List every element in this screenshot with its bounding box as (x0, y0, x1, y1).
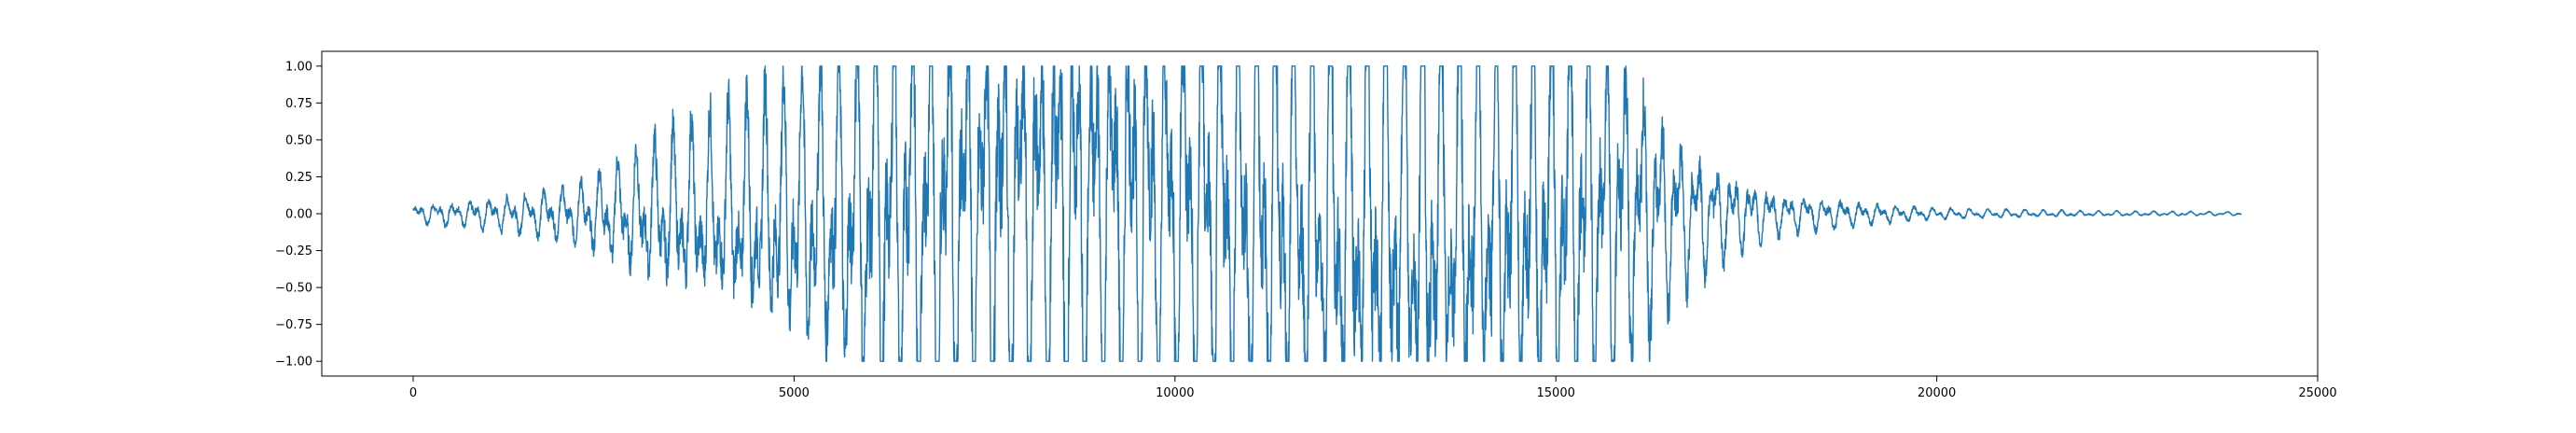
plot-area (412, 65, 2242, 362)
y-tick-label: 1.00 (285, 60, 312, 74)
x-tick-label: 25000 (2298, 386, 2336, 400)
x-tick-label: 10000 (1156, 386, 1194, 400)
waveform-series-line (412, 65, 2242, 362)
x-tick-label: 15000 (1537, 386, 1575, 400)
x-tick-label: 5000 (779, 386, 810, 400)
y-tick-label: −0.75 (275, 318, 312, 332)
x-tick-label: 0 (409, 386, 417, 400)
y-tick-label: 0.25 (285, 171, 312, 185)
x-axis: 0 5000 10000 15000 20000 25000 (409, 376, 2337, 400)
y-tick-label: 0.50 (285, 133, 312, 147)
y-tick-label: 0.00 (285, 208, 312, 222)
y-tick-label: −0.25 (275, 244, 312, 258)
y-axis: −1.00 −0.75 −0.50 −0.25 0.00 0.25 0.50 0.75 1.00 (275, 60, 322, 370)
y-tick-label: −1.00 (275, 356, 312, 370)
x-tick-label: 20000 (1918, 386, 1956, 400)
y-tick-label: 0.75 (285, 97, 312, 111)
y-tick-label: −0.50 (275, 282, 312, 296)
